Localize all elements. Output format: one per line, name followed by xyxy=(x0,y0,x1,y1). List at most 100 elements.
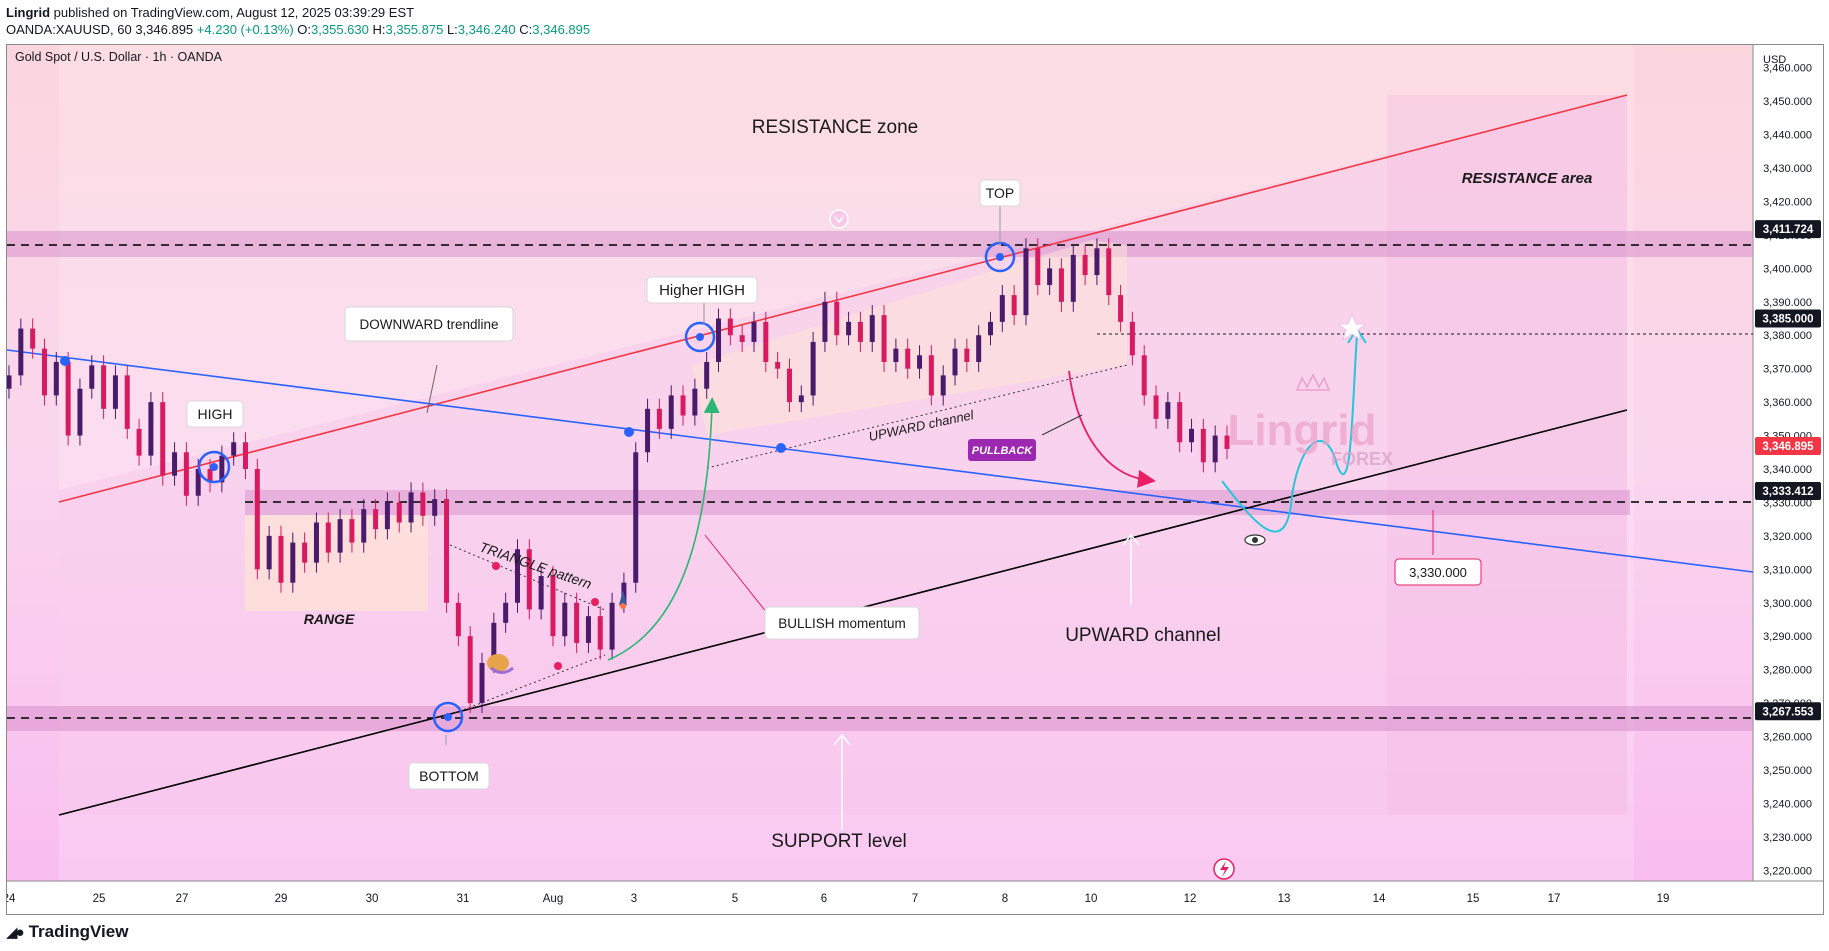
y-tick-label: 3,460.000 xyxy=(1763,63,1812,75)
chart-header: Gold Spot / U.S. Dollar · 1h · OANDA xyxy=(15,50,223,64)
resistance-trendline[interactable] xyxy=(58,94,1628,503)
y-tick-label: 3,430.000 xyxy=(1763,163,1812,175)
candle-body xyxy=(869,315,875,342)
downward-trendline-label: DOWNWARD trendline xyxy=(359,317,498,332)
price-chart[interactable]: Lingrid FOREX Gold Spot / U.S. Dollar · … xyxy=(7,45,1824,915)
candle-body xyxy=(1153,395,1159,419)
target-star-icon xyxy=(1336,312,1368,342)
y-tick-label: 3,260.000 xyxy=(1763,732,1812,744)
close-value: 3,346.895 xyxy=(532,22,591,37)
price-axis-ticks: 3,220.000 3,230.000 3,240.000 3,250.000 3,26… xyxy=(1763,63,1812,878)
y-tick-label: 3,370.000 xyxy=(1763,364,1812,376)
candle-body xyxy=(574,602,580,643)
candle-body xyxy=(834,301,840,336)
candle-body xyxy=(1023,248,1029,316)
y-tick-label: 3,390.000 xyxy=(1763,297,1812,309)
pullback-label: PULLBACK xyxy=(972,445,1034,457)
candle-body xyxy=(1189,428,1195,443)
high-label: H: xyxy=(372,22,386,37)
range-label: RANGE xyxy=(304,611,355,627)
candle-body xyxy=(361,509,367,543)
tradingview-mark-icon: ◢● xyxy=(6,924,25,941)
x-tick-label: 30 xyxy=(366,893,379,905)
watermark-bottom: FOREX xyxy=(1331,449,1393,469)
x-tick-label: 15 xyxy=(1467,893,1480,905)
candle-body xyxy=(645,408,651,453)
y-tick-label: 3,360.000 xyxy=(1763,397,1812,409)
range-box xyxy=(245,515,428,611)
x-tick-label: 13 xyxy=(1278,893,1291,905)
chart-frame[interactable]: Lingrid FOREX Gold Spot / U.S. Dollar · … xyxy=(6,44,1824,915)
x-tick-label: 29 xyxy=(275,893,288,905)
currency-label[interactable]: USD xyxy=(1763,54,1786,66)
publisher-author[interactable]: Lingrid xyxy=(6,5,51,20)
candle-body xyxy=(89,365,95,389)
y-tick-label: 3,440.000 xyxy=(1763,130,1812,142)
candle-body xyxy=(987,321,993,336)
candle-body xyxy=(1058,268,1064,302)
rocket-icon xyxy=(619,590,627,605)
candle-body xyxy=(1011,295,1017,316)
candle-body xyxy=(325,522,331,553)
candle-body xyxy=(739,335,745,342)
watermark-top: Lingrid xyxy=(1227,406,1376,455)
y-tick-label: 3,420.000 xyxy=(1763,196,1812,208)
candle-body xyxy=(219,455,225,483)
candle-body xyxy=(313,522,319,563)
candle-body xyxy=(656,408,662,429)
candle-body xyxy=(160,402,166,476)
candle-body xyxy=(1129,321,1135,356)
candle-body xyxy=(432,499,438,516)
time-axis-ticks: 24 25 27 29 30 31 Aug 3 5 6 7 8 10 12 13 14 15 17 19 xyxy=(7,893,1669,905)
x-tick-label: 19 xyxy=(1657,893,1670,905)
candle-body xyxy=(1177,402,1183,443)
candle-body xyxy=(562,602,568,637)
candle-body xyxy=(231,442,237,456)
candle-body xyxy=(704,361,710,389)
y-tick-label: 3,380.000 xyxy=(1763,330,1812,342)
candle-body xyxy=(526,549,532,610)
event-arrow-down-icon[interactable] xyxy=(829,209,849,229)
support-level-label: SUPPORT level xyxy=(771,831,907,852)
publisher-text: published on TradingView.com, August 12,… xyxy=(50,5,415,20)
crown-icon xyxy=(1295,373,1331,391)
tradingview-logo-text: TradingView xyxy=(28,922,129,941)
price-axis-label: 3,385.000 xyxy=(1762,314,1813,326)
candle-body xyxy=(585,616,591,643)
candle-body xyxy=(597,616,603,650)
candle-body xyxy=(763,321,769,362)
candle-body xyxy=(408,492,414,523)
higher-high-label: Higher HIGH xyxy=(659,282,745,299)
x-tick-label: 27 xyxy=(176,893,189,905)
candle-body xyxy=(172,452,178,476)
price-axis-labels: 3,411.724 3,385.000 3,346.895 3,333.412 3,26… xyxy=(1755,220,1821,721)
tradingview-logo[interactable]: ◢● TradingView xyxy=(6,922,128,942)
symbol-name: OANDA:XAUUSD, 60 xyxy=(6,22,132,37)
candle-body xyxy=(810,341,816,396)
candle-body xyxy=(65,361,71,436)
downward-trendline[interactable] xyxy=(7,349,1754,573)
candle-body xyxy=(716,318,722,362)
candle-body xyxy=(786,368,792,403)
resistance-band xyxy=(7,231,1753,257)
candle-body xyxy=(1094,248,1100,276)
candle-body xyxy=(503,602,509,623)
candle-body xyxy=(668,395,674,429)
y-tick-label: 3,320.000 xyxy=(1763,531,1812,543)
y-tick-label: 3,340.000 xyxy=(1763,464,1812,476)
candle-body xyxy=(455,602,461,637)
candle-body xyxy=(1118,295,1124,322)
candle-body xyxy=(1200,428,1206,463)
x-tick-label: 10 xyxy=(1085,893,1098,905)
candle-body xyxy=(491,622,497,663)
low-label: L: xyxy=(446,22,458,37)
y-tick-label: 3,220.000 xyxy=(1763,865,1812,877)
candle-body xyxy=(254,469,260,570)
channel-zone xyxy=(59,95,1627,815)
x-tick-label: 3 xyxy=(631,893,637,905)
y-tick-label: 3,290.000 xyxy=(1763,631,1812,643)
candle-body xyxy=(775,361,781,369)
candle-body xyxy=(609,602,615,650)
candle-body xyxy=(479,662,485,704)
y-tick-label: 3,400.000 xyxy=(1763,263,1812,275)
